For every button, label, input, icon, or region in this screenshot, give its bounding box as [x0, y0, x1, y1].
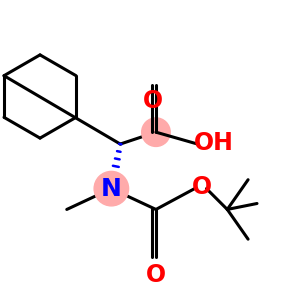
- Text: O: O: [146, 263, 166, 287]
- Text: O: O: [192, 175, 212, 199]
- Text: OH: OH: [194, 130, 234, 154]
- Circle shape: [94, 171, 129, 206]
- Text: O: O: [143, 89, 163, 113]
- Circle shape: [142, 118, 170, 146]
- Text: N: N: [101, 177, 122, 201]
